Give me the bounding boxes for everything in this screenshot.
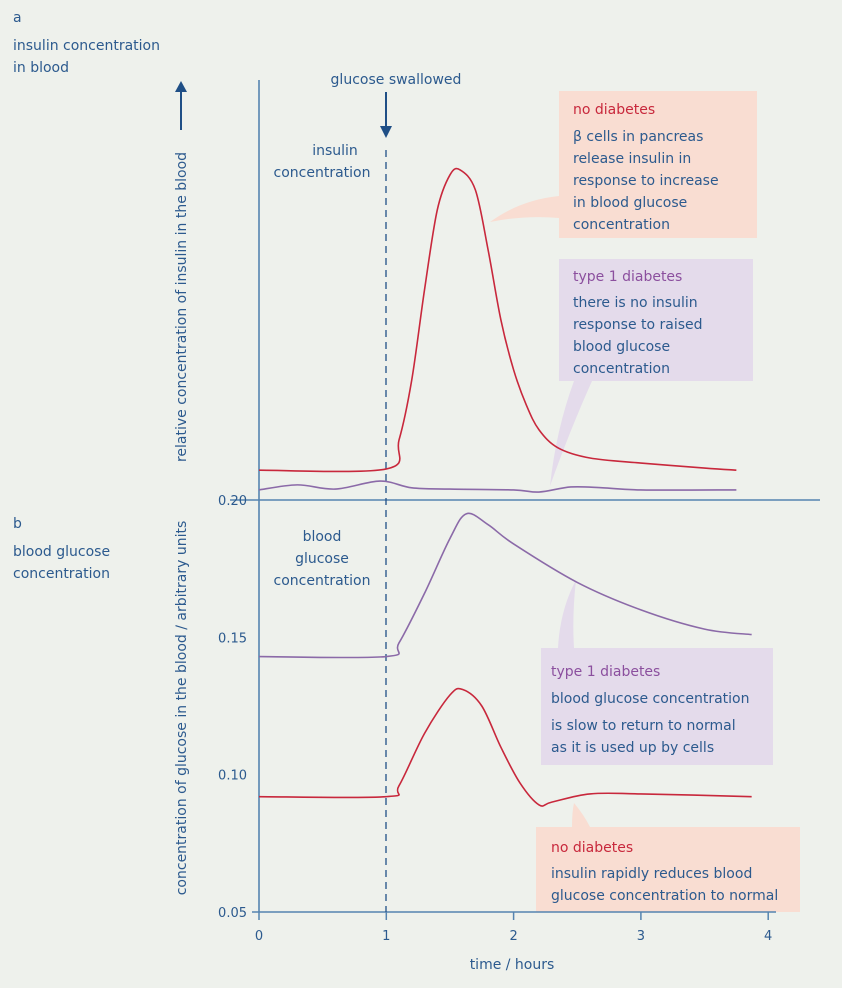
pointer-insulin-no-diabetes: [490, 196, 559, 222]
ticks: 0 1 2 3 4 0.05 0.10 0.15 0.20: [218, 494, 772, 944]
glucose-inner-label-2: glucose: [295, 551, 349, 567]
box-glucose-no-diabetes: [536, 827, 800, 912]
glucose-no-diabetes-line: [258, 687, 752, 807]
panel-b-letter: b: [13, 516, 22, 532]
glucose-type1-line: [258, 512, 752, 659]
annotation-heading: no diabetes: [551, 840, 633, 856]
box-insulin-type1: [559, 259, 753, 381]
glucose-inner-label-1: blood: [303, 529, 342, 545]
annotation-line: insulin rapidly reduces blood: [551, 866, 752, 882]
annotation-insulin-no-diabetes: no diabetes β cells in pancreas release …: [573, 102, 719, 233]
glucose-y-label: concentration of glucose in the blood / …: [174, 521, 190, 896]
y-tick-label: 0.10: [218, 769, 247, 784]
pointer-glucose-type1: [558, 580, 576, 648]
pointer-insulin-type1: [550, 381, 592, 486]
x-tick-label: 2: [509, 929, 517, 944]
annotation-line: release insulin in: [573, 151, 691, 167]
panel-a-letter: a: [13, 10, 22, 26]
annotation-line: β cells in pancreas: [573, 129, 703, 145]
box-insulin-no-diabetes: [559, 91, 757, 238]
y-tick-label: 0.20: [218, 494, 247, 509]
panel-b-title-2: concentration: [13, 566, 110, 582]
y-tick-label: 0.05: [218, 906, 247, 921]
annotation-line: concentration: [573, 217, 670, 233]
pointer-glucose-no-diabetes: [572, 803, 590, 827]
annotation-line: blood glucose concentration: [551, 691, 749, 707]
annotation-line: there is no insulin: [573, 295, 698, 311]
insulin-y-label: relative concentration of insulin in the…: [174, 152, 190, 462]
annotation-heading: type 1 diabetes: [573, 269, 682, 285]
annotation-line: response to increase: [573, 173, 719, 189]
annotation-line: as it is used up by cells: [551, 740, 714, 756]
curves: [258, 167, 752, 807]
annotation-insulin-type1: type 1 diabetes there is no insulin resp…: [573, 269, 703, 377]
annotation-glucose-no-diabetes: no diabetes insulin rapidly reduces bloo…: [551, 840, 778, 904]
insulin-type1-line: [258, 480, 737, 493]
annotation-line: blood glucose: [573, 339, 670, 355]
event-label: glucose swallowed: [331, 72, 462, 88]
insulin-no-diabetes-line: [258, 167, 737, 473]
up-arrowhead-icon: [175, 81, 187, 92]
annotation-heading: no diabetes: [573, 102, 655, 118]
annotation-heading: type 1 diabetes: [551, 664, 660, 680]
x-tick-label: 0: [255, 929, 263, 944]
annotation-line: concentration: [573, 361, 670, 377]
x-tick-label: 4: [764, 929, 772, 944]
annotation-line: in blood glucose: [573, 195, 687, 211]
panel-a-title-1: insulin concentration: [13, 38, 160, 54]
y-tick-label: 0.15: [218, 631, 247, 646]
annotation-line: glucose concentration to normal: [551, 888, 778, 904]
insulin-inner-label-2: concentration: [274, 165, 371, 181]
x-axis-label: time / hours: [470, 957, 555, 973]
x-tick-label: 3: [637, 929, 645, 944]
insulin-inner-label-1: insulin: [312, 143, 358, 159]
panel-b-title-1: blood glucose: [13, 544, 110, 560]
box-glucose-type1: [541, 648, 773, 765]
x-tick-label: 1: [382, 929, 390, 944]
annotation-line: response to raised: [573, 317, 703, 333]
annotation-line: is slow to return to normal: [551, 718, 736, 734]
glucose-inner-label-3: concentration: [274, 573, 371, 589]
annotation-glucose-type1: type 1 diabetes blood glucose concentrat…: [551, 664, 749, 756]
panel-a-title-2: in blood: [13, 60, 69, 76]
down-arrowhead-icon: [380, 126, 392, 138]
